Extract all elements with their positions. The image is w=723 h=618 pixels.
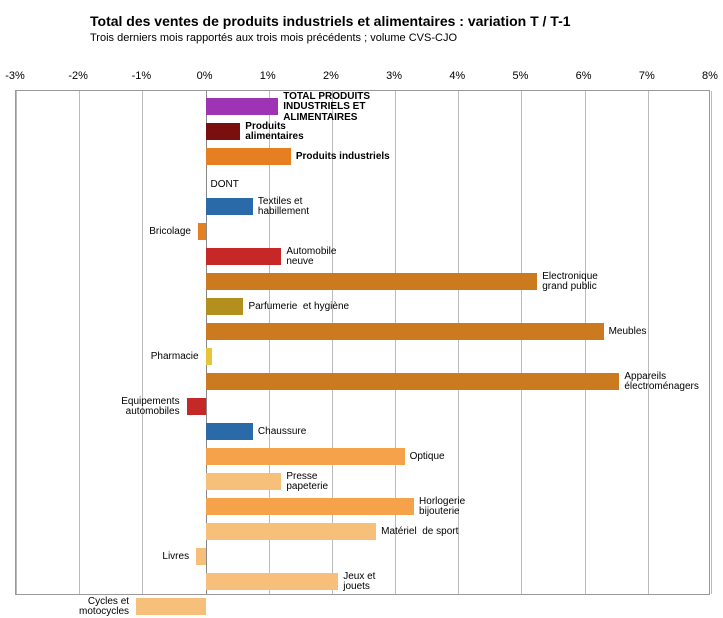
chart-container: Total des ventes de produits industriels… [0,0,723,607]
bar [206,423,253,440]
bar-label: Pressepapeterie [286,472,328,493]
x-tick-label: 4% [449,70,465,82]
bar [206,373,620,390]
bar [198,223,206,240]
bar-label: Chaussure [258,427,306,438]
x-tick-label: 0% [197,70,213,82]
x-tick-label: -2% [68,70,88,82]
bar [196,548,205,565]
gridline [142,91,143,594]
bar-label: Bricolage [149,227,191,238]
bar-label: Equipementsautomobiles [121,397,179,418]
x-tick-label: 7% [639,70,655,82]
bar-label: Parfumerie et hygiène [248,302,349,313]
bar [206,498,415,515]
bar [206,323,604,340]
gridline [395,91,396,594]
plot-area: TOTAL PRODUITSINDUSTRIELS ETALIMENTAIRES… [15,90,710,595]
x-tick-label: 5% [513,70,529,82]
bar-label: Cycles etmotocycles [79,597,129,618]
bar-label: Automobileneuve [286,247,336,268]
x-tick-label: 2% [323,70,339,82]
bar [206,148,291,165]
zero-axis [206,91,207,594]
x-tick-label: 3% [386,70,402,82]
gridline [332,91,333,594]
gridline [648,91,649,594]
gridline [458,91,459,594]
chart-subtitle: Trois derniers mois rapportés aux trois … [90,32,457,44]
bar-label: Livres [162,552,189,563]
x-tick-label: -1% [132,70,152,82]
bar [187,398,206,415]
bar-label: Meubles [609,327,647,338]
bar-label: Produits industriels [296,152,390,163]
bar-label: TOTAL PRODUITSINDUSTRIELS ETALIMENTAIRES [283,92,370,124]
bar [206,448,405,465]
x-tick-label: 6% [576,70,592,82]
gridline [79,91,80,594]
chart-title: Total des ventes de produits industriels… [90,13,571,29]
bar-label: Jeux etjouets [343,572,375,593]
bar-label: Produitsalimentaires [245,122,303,143]
gridline [521,91,522,594]
x-tick-label: -3% [5,70,25,82]
bar [206,523,377,540]
bar-label: DONT [211,180,239,191]
bar [206,298,244,315]
bar [206,473,282,490]
bar [206,248,282,265]
x-tick-label: 1% [260,70,276,82]
bar [206,273,538,290]
bar [206,348,212,365]
x-tick-label: 8% [702,70,718,82]
gridline [585,91,586,594]
gridline [269,91,270,594]
bar-label: Appareilsélectroménagers [624,372,698,393]
bar-label: Pharmacie [151,352,199,363]
gridline [711,91,712,594]
bar-label: Electroniquegrand public [542,272,598,293]
bar-label: Optique [410,452,445,463]
bar [206,123,241,140]
gridline [16,91,17,594]
bar [206,573,339,590]
bar [206,98,279,115]
bar [206,198,253,215]
bar-label: Textiles ethabillement [258,197,309,218]
bar-label: Matériel de sport [381,527,458,538]
bar-label: Horlogeriebijouterie [419,497,465,518]
